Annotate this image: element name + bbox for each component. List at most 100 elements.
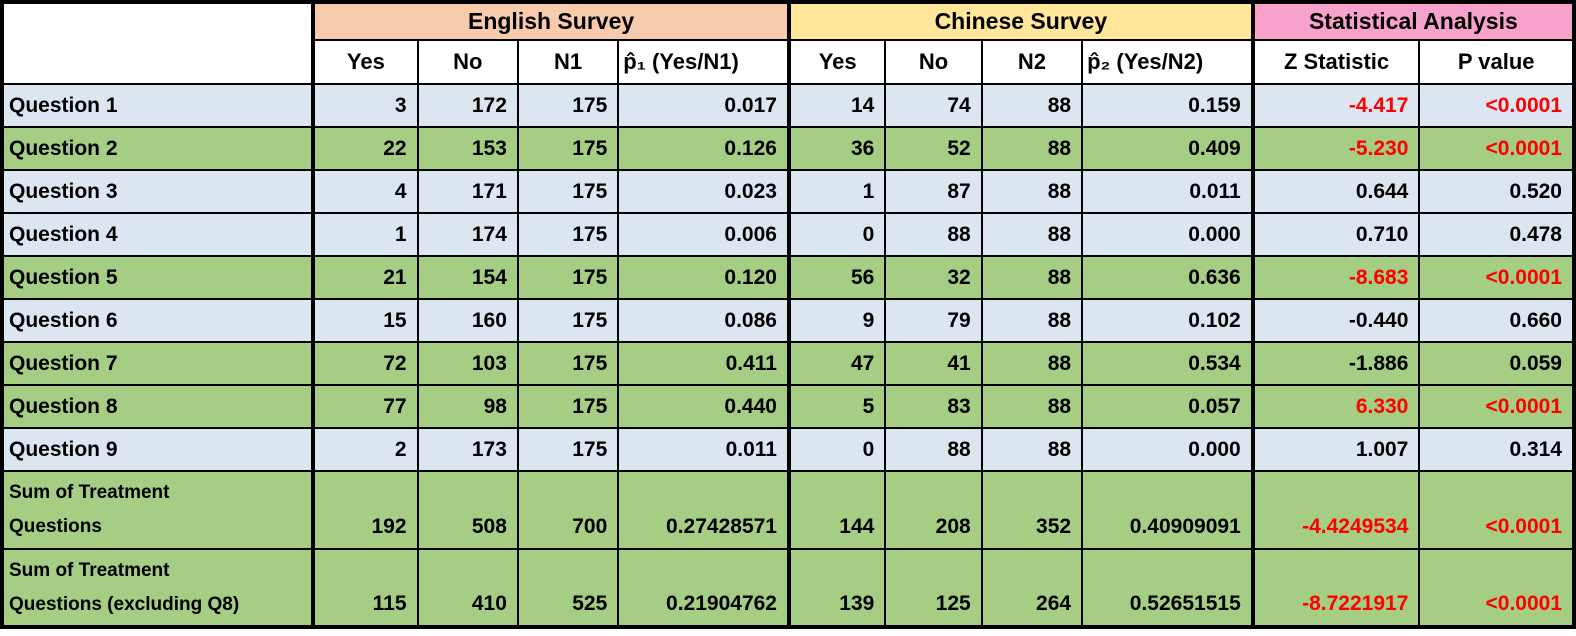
z-statistic-cell: -5.230 [1250, 126, 1421, 171]
cell: 87 [884, 169, 983, 214]
cell: 0.000 [1081, 212, 1254, 257]
cell: 0 [786, 212, 887, 257]
table-row: Question 5 21 154 175 0.120 56 32 88 0.636 -8.683… [0, 255, 1575, 300]
table-body: Question 1 3 172 175 0.017 14 74 88 0.159 -4.417 <… [0, 83, 1575, 628]
cell: 0.27428571 [617, 470, 790, 550]
cell: 0.102 [1081, 298, 1254, 343]
cell: 88 [884, 427, 983, 472]
cell: 0.017 [617, 83, 790, 128]
row-label: Question 9 [0, 427, 315, 472]
cell: 264 [980, 548, 1084, 628]
cell: 153 [416, 126, 519, 171]
cell: 0.000 [1081, 427, 1254, 472]
p-value-cell: 0.520 [1418, 169, 1575, 214]
cell: 0.120 [617, 255, 790, 300]
column-header-cn-n2: N2 [980, 39, 1084, 85]
cell: 125 [884, 548, 983, 628]
cell: 83 [884, 384, 983, 429]
row-label: Question 4 [0, 212, 315, 257]
cell: 352 [980, 470, 1084, 550]
cell: 52 [884, 126, 983, 171]
cell: 174 [416, 212, 519, 257]
cell: 160 [416, 298, 519, 343]
p-value-cell: <0.0001 [1418, 470, 1575, 550]
cell: 0.409 [1081, 126, 1254, 171]
group-header-statistical-analysis: Statistical Analysis [1250, 1, 1576, 41]
cell: 175 [516, 126, 620, 171]
cell: 0 [786, 427, 887, 472]
cell: 144 [786, 470, 887, 550]
column-header-cn-yes: Yes [786, 39, 887, 85]
cell: 0.40909091 [1081, 470, 1254, 550]
table-row: Question 6 15 160 175 0.086 9 79 88 0.102 -0.440 0… [0, 298, 1575, 343]
cell: 41 [884, 341, 983, 386]
cell: 32 [884, 255, 983, 300]
z-statistic-cell: 0.644 [1250, 169, 1421, 214]
table-row: Question 9 2 173 175 0.011 0 88 88 0.000 1.007 0.3… [0, 427, 1575, 472]
p-value-cell: 0.660 [1418, 298, 1575, 343]
row-label: Question 8 [0, 384, 315, 429]
z-statistic-cell: -1.886 [1250, 341, 1421, 386]
z-statistic-cell: 1.007 [1250, 427, 1421, 472]
table-row: Question 1 3 172 175 0.017 14 74 88 0.159 -4.417 <… [0, 83, 1575, 128]
p-value-cell: <0.0001 [1418, 384, 1575, 429]
row-label: Question 3 [0, 169, 315, 214]
z-statistic-cell: -8.7221917 [1250, 548, 1421, 628]
z-statistic-cell: 0.710 [1250, 212, 1421, 257]
cell: 103 [416, 341, 519, 386]
cell: 98 [416, 384, 519, 429]
column-header-en-yes: Yes [311, 39, 419, 85]
cell: 56 [786, 255, 887, 300]
cell: 1 [786, 169, 887, 214]
cell: 0.534 [1081, 341, 1254, 386]
table-row: Question 8 77 98 175 0.440 5 83 88 0.057 6.330 <0.… [0, 384, 1575, 429]
column-header-z-statistic: Z Statistic [1250, 39, 1421, 85]
cell: 0.011 [617, 427, 790, 472]
cell: 14 [786, 83, 887, 128]
row-label: Question 5 [0, 255, 315, 300]
cell: 88 [980, 83, 1084, 128]
cell: 9 [786, 298, 887, 343]
cell: 1 [311, 212, 419, 257]
row-label: Question 6 [0, 298, 315, 343]
cell: 508 [416, 470, 519, 550]
column-header-en-no: No [416, 39, 519, 85]
cell: 47 [786, 341, 887, 386]
cell: 154 [416, 255, 519, 300]
table-row: Question 7 72 103 175 0.411 47 41 88 0.534 -1.886… [0, 341, 1575, 386]
z-statistic-cell: -4.417 [1250, 83, 1421, 128]
column-header-p1-hat: p̂₁ (Yes/N1) [617, 39, 790, 85]
z-statistic-cell: 6.330 [1250, 384, 1421, 429]
table-row: Question 4 1 174 175 0.006 0 88 88 0.000 0.710 0.4… [0, 212, 1575, 257]
cell: 0.057 [1081, 384, 1254, 429]
cell: 700 [516, 470, 620, 550]
p-value-cell: 0.059 [1418, 341, 1575, 386]
p-value-cell: <0.0001 [1418, 255, 1575, 300]
cell: 3 [311, 83, 419, 128]
corner-cell [0, 1, 315, 85]
row-label: Sum of Treatment Questions [0, 470, 315, 550]
cell: 36 [786, 126, 887, 171]
z-statistic-cell: -4.4249534 [1250, 470, 1421, 550]
column-header-p-value: P value [1418, 39, 1575, 85]
cell: 2 [311, 427, 419, 472]
cell: 410 [416, 548, 519, 628]
table-row: Question 3 4 171 175 0.023 1 87 88 0.011 0.644 0.5… [0, 169, 1575, 214]
p-value-cell: <0.0001 [1418, 126, 1575, 171]
cell: 139 [786, 548, 887, 628]
cell: 0.011 [1081, 169, 1254, 214]
cell: 175 [516, 427, 620, 472]
cell: 0.126 [617, 126, 790, 171]
cell: 175 [516, 384, 620, 429]
cell: 79 [884, 298, 983, 343]
cell: 72 [311, 341, 419, 386]
cell: 175 [516, 255, 620, 300]
column-header-cn-no: No [884, 39, 983, 85]
cell: 0.023 [617, 169, 790, 214]
cell: 173 [416, 427, 519, 472]
cell: 22 [311, 126, 419, 171]
row-label: Question 7 [0, 341, 315, 386]
cell: 175 [516, 341, 620, 386]
column-header-p2-hat: p̂₂ (Yes/N2) [1081, 39, 1254, 85]
